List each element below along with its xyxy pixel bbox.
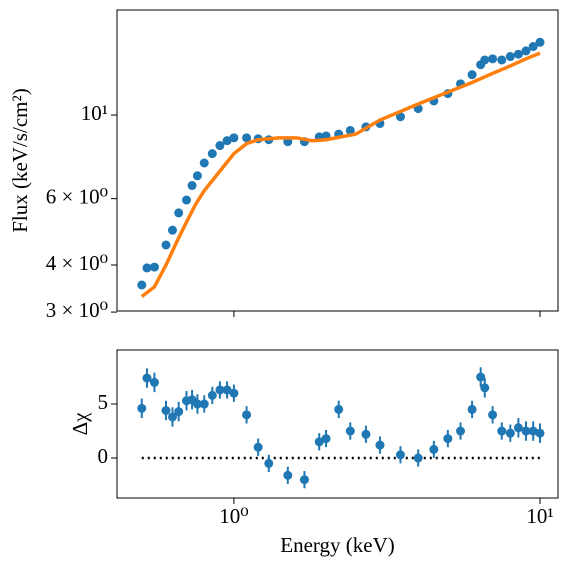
y-tick-label: 3 × 10⁰ bbox=[46, 298, 108, 322]
data-point bbox=[137, 280, 147, 290]
data-point bbox=[242, 133, 252, 143]
data-point bbox=[521, 46, 531, 56]
residual-point bbox=[167, 412, 177, 422]
data-point bbox=[535, 37, 545, 47]
residual-point bbox=[429, 444, 439, 454]
data-point bbox=[199, 158, 209, 168]
residual-point bbox=[521, 426, 531, 436]
residual-point bbox=[395, 450, 405, 460]
data-point bbox=[161, 240, 171, 250]
residual-point bbox=[505, 428, 515, 438]
model-line bbox=[140, 51, 541, 298]
y-tick-label: 10¹ bbox=[81, 101, 108, 125]
data-point bbox=[395, 112, 405, 122]
data-point bbox=[207, 149, 217, 159]
residual-point bbox=[413, 453, 423, 463]
residual-point bbox=[192, 399, 202, 409]
data-point bbox=[467, 70, 477, 80]
residual-point bbox=[242, 410, 252, 420]
residual-point bbox=[161, 405, 171, 415]
data-point bbox=[174, 208, 184, 218]
data-point bbox=[192, 171, 202, 181]
data-point bbox=[480, 55, 490, 65]
residual-point bbox=[456, 426, 466, 436]
residual-point bbox=[528, 426, 538, 436]
plot-frame bbox=[116, 349, 559, 499]
residual-point bbox=[199, 399, 209, 409]
residual-point bbox=[345, 426, 355, 436]
data-point bbox=[505, 52, 515, 62]
y-tick-label: 6 × 10⁰ bbox=[46, 184, 108, 208]
data-point bbox=[513, 49, 523, 59]
residual-point bbox=[299, 475, 309, 485]
residual-point bbox=[222, 385, 232, 395]
data-point bbox=[167, 225, 177, 235]
residual-point bbox=[314, 437, 324, 447]
residual-point bbox=[443, 434, 453, 444]
data-point bbox=[497, 55, 507, 65]
residual-point bbox=[513, 423, 523, 433]
residual-point bbox=[361, 429, 371, 439]
residual-point bbox=[334, 404, 344, 414]
residual-point bbox=[149, 377, 159, 387]
data-point bbox=[229, 133, 239, 143]
residual-point bbox=[253, 442, 263, 452]
residual-point bbox=[264, 458, 274, 468]
y-tick-label: 4 × 10⁰ bbox=[46, 251, 108, 275]
y-tick-label: 5 bbox=[98, 390, 109, 414]
residual-point bbox=[229, 388, 239, 398]
residual-point bbox=[137, 403, 147, 413]
data-point bbox=[488, 54, 498, 64]
data-point bbox=[181, 195, 191, 205]
data-point bbox=[149, 262, 159, 272]
residual-point bbox=[480, 383, 490, 393]
y-axis-label: Flux (keV/s/cm²) bbox=[8, 88, 32, 233]
residual-point bbox=[497, 426, 507, 436]
residual-point bbox=[142, 373, 152, 383]
x-axis-label: Energy (keV) bbox=[280, 533, 395, 557]
data-point bbox=[142, 263, 152, 273]
residual-point bbox=[476, 372, 486, 382]
data-point bbox=[187, 181, 197, 191]
plot-frame bbox=[116, 9, 559, 312]
y-axis-label: Δχ bbox=[68, 412, 92, 436]
residual-point bbox=[215, 385, 225, 395]
residual-point bbox=[174, 407, 184, 417]
x-tick-label: 10⁰ bbox=[219, 504, 248, 528]
y-tick-label: 0 bbox=[98, 444, 109, 468]
data-point bbox=[215, 141, 225, 151]
data-point bbox=[345, 125, 355, 135]
residual-point bbox=[467, 404, 477, 414]
residual-point bbox=[321, 434, 331, 444]
residual-point bbox=[535, 428, 545, 438]
residual-point bbox=[207, 390, 217, 400]
x-tick-label: 10¹ bbox=[526, 504, 553, 528]
residual-point bbox=[488, 410, 498, 420]
residual-point bbox=[283, 470, 293, 480]
data-point bbox=[222, 136, 232, 146]
residual-point bbox=[375, 440, 385, 450]
data-point bbox=[528, 42, 538, 52]
